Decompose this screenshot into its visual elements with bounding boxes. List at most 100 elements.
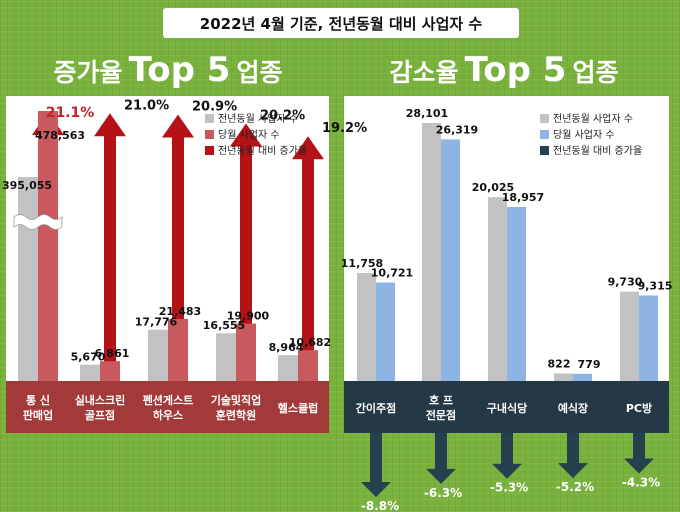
decrease-arrow-shaft — [435, 433, 447, 470]
main-title-text: 2022년 4월 기준, 전년동월 대비 사업자 수 — [199, 14, 483, 33]
left-title-pre: 증가율 — [53, 58, 123, 87]
right-title-pre: 감소율 — [389, 58, 459, 87]
decrease-arrow-head — [624, 458, 654, 474]
category-label: 펜션게스트 — [143, 393, 194, 407]
current-month-bar — [236, 323, 256, 381]
current-value-label: 6,861 — [95, 347, 130, 360]
legend-label: 당월 사업자 수 — [553, 128, 615, 141]
current-month-bar — [573, 373, 592, 381]
decrease-pct-label: -5.2% — [556, 480, 594, 494]
category-label: 간이주점 — [356, 401, 396, 415]
current-month-bar — [298, 350, 318, 381]
current-month-bar — [376, 282, 395, 381]
left-category-band — [6, 381, 329, 433]
category-label: 하우스 — [153, 408, 183, 422]
prev-year-bar — [80, 364, 100, 381]
decrease-arrow-shaft — [501, 433, 513, 465]
increase-pct-label: 21.1% — [46, 105, 95, 121]
legend-swatch — [540, 146, 549, 155]
category-label: 전문점 — [426, 408, 456, 422]
prev-value-label: 28,101 — [406, 107, 448, 120]
category-label: 호 프 — [429, 393, 453, 407]
prev-value-label: 395,055 — [2, 179, 52, 192]
prev-year-bar — [18, 177, 38, 381]
category-label: 기술및직업 — [211, 393, 262, 407]
axis-break-marker — [13, 214, 63, 230]
category-label: 판매업 — [23, 408, 53, 422]
legend-label: 전년동월 대비 증가율 — [218, 145, 307, 157]
prev-value-label: 5,670 — [71, 351, 106, 364]
decrease-pct-label: -5.3% — [490, 481, 528, 495]
right-category-band — [344, 381, 669, 433]
current-month-bar — [441, 139, 460, 381]
current-month-bar — [639, 295, 658, 381]
current-value-label: 478,563 — [35, 129, 85, 142]
increase-pct-label: 20.2% — [260, 108, 305, 123]
increase-arrow-shaft — [240, 145, 252, 381]
right-panel-title: 감소율 Top 5 업종 — [344, 50, 664, 90]
current-month-bar — [38, 111, 58, 381]
category-label: 통 신 — [26, 393, 50, 407]
legend-swatch — [205, 130, 214, 139]
decrease-pct-label: -6.3% — [424, 486, 462, 500]
current-value-label: 9,315 — [638, 279, 673, 292]
prev-year-bar — [148, 329, 168, 381]
current-value-label: 18,957 — [502, 191, 544, 204]
current-value-label: 10,682 — [289, 336, 331, 349]
current-value-label: 779 — [578, 358, 601, 371]
current-value-label: 19,900 — [227, 310, 270, 323]
decrease-arrow-shaft — [370, 433, 382, 483]
left-panel-title: 증가율 Top 5 업종 — [10, 50, 326, 90]
decrease-arrow-shaft — [567, 433, 579, 465]
category-label: 구내식당 — [487, 401, 527, 415]
increase-pct-label: 20.9% — [192, 100, 237, 115]
current-value-label: 21,483 — [159, 305, 201, 318]
increase-arrow-head — [94, 113, 126, 137]
prev-value-label: 20,025 — [472, 181, 514, 194]
prev-value-label: 17,776 — [135, 316, 178, 329]
prev-year-bar — [357, 273, 376, 381]
prev-year-bar — [554, 373, 573, 381]
prev-value-label: 8,964 — [269, 341, 304, 354]
current-value-label: 10,721 — [371, 267, 413, 280]
prev-year-bar — [278, 355, 298, 381]
category-label: 예식장 — [558, 401, 588, 415]
legend-label: 전년동월 사업자 수 — [218, 112, 298, 125]
decrease-pct-label: -8.8% — [361, 499, 399, 512]
increase-arrow-shaft — [302, 158, 314, 381]
right-title-post: 업종 — [572, 58, 619, 87]
decrease-arrow-shaft — [633, 433, 645, 460]
current-month-bar — [100, 361, 120, 381]
prev-year-bar — [422, 123, 441, 381]
prev-value-label: 822 — [548, 357, 571, 370]
legend-swatch — [205, 146, 214, 155]
prev-year-bar — [216, 333, 236, 381]
increase-pct-label: 19.2% — [322, 121, 367, 136]
increase-arrow-head — [162, 114, 194, 138]
increase-arrow-shaft — [104, 135, 116, 381]
category-label: 헬스클럽 — [278, 401, 318, 415]
decrease-arrow-head — [361, 482, 391, 497]
prev-value-label: 11,758 — [341, 257, 383, 270]
chart-main-title: 2022년 4월 기준, 전년동월 대비 사업자 수 — [163, 8, 519, 38]
current-month-bar — [168, 319, 188, 381]
prev-value-label: 9,730 — [608, 276, 643, 289]
prev-year-bar — [620, 291, 639, 381]
current-value-label: 26,319 — [436, 123, 478, 136]
increase-arrow-head — [230, 123, 262, 147]
legend-swatch — [205, 114, 214, 123]
decrease-pct-label: -4.3% — [622, 475, 660, 489]
legend-swatch — [540, 130, 549, 139]
prev-value-label: 16,555 — [203, 319, 245, 332]
right-title-top: Top 5 — [464, 50, 567, 90]
legend-label: 당월 사업자 수 — [218, 128, 280, 141]
decrease-arrow-head — [426, 468, 456, 484]
category-label: 훈련학원 — [216, 408, 256, 422]
increase-pct-label: 21.0% — [124, 98, 169, 113]
current-month-bar — [507, 206, 526, 381]
legend-swatch — [540, 114, 549, 123]
category-label: PC방 — [626, 401, 652, 415]
decrease-arrow-head — [558, 463, 588, 479]
left-title-top: Top 5 — [128, 50, 231, 90]
